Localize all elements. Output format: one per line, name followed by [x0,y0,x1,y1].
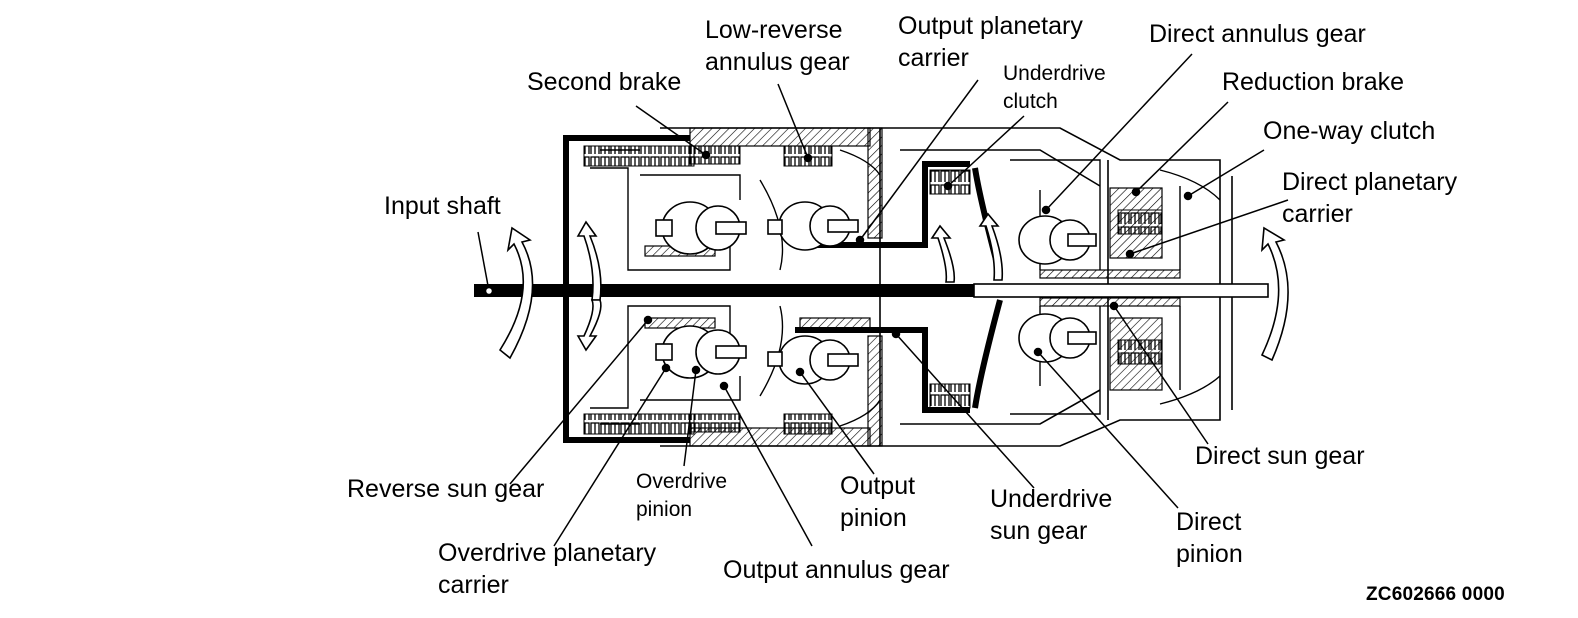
rotation-arrows [498,212,1289,362]
label-overdrive-planetary-carrier: Overdrive planetary carrier [438,539,657,599]
inner-structures [590,149,1221,427]
label-output-planetary-carrier: Output planetary carrier [898,12,1083,72]
label-underdrive-clutch: Underdrive clutch [1003,62,1106,113]
label-reverse-sun-gear: Reverse sun gear [347,475,545,503]
leader-lines [477,53,1289,547]
label-output-pinion: Output pinion [840,472,916,532]
label-low-reverse-annulus-gear: Low-reverse annulus gear [705,16,850,76]
label-direct-sun-gear: Direct sun gear [1195,442,1365,470]
label-reduction-brake: Reduction brake [1222,68,1405,96]
label-direct-planetary-carrier: Direct planetary carrier [1282,168,1458,228]
label-direct-pinion: Direct pinion [1176,508,1243,568]
label-overdrive-pinion: Overdrive pinion [636,470,728,521]
label-output-annulus-gear: Output annulus gear [723,556,950,584]
label-second-brake: Second brake [527,68,682,96]
label-input-shaft: Input shaft [384,192,501,220]
label-one-way-clutch: One-way clutch [1263,117,1436,145]
label-underdrive-sun-gear: Underdrive sun gear [990,485,1113,545]
planetary-gears [655,201,1097,385]
figure-code: ZC602666 0000 [1366,584,1505,605]
label-direct-annulus-gear: Direct annulus gear [1149,20,1366,48]
